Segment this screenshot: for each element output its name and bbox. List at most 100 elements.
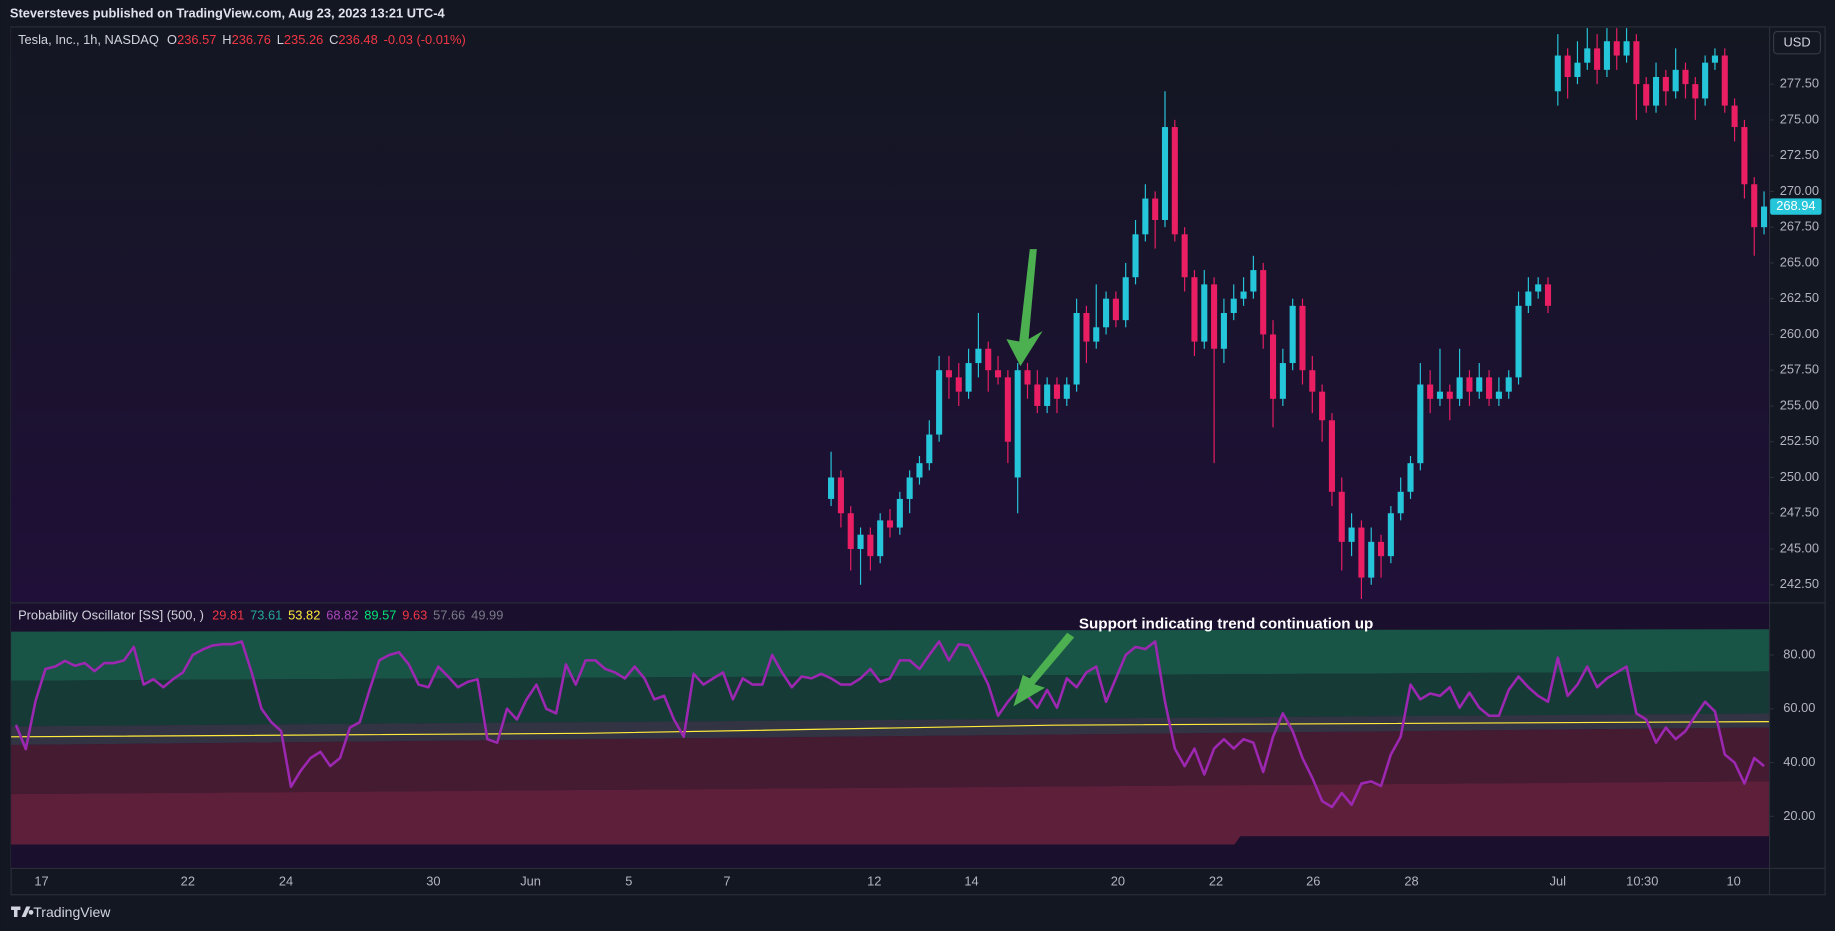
candle-body <box>955 377 962 392</box>
candle-body <box>1544 284 1552 306</box>
candle-body <box>1751 184 1758 228</box>
candle-body <box>1348 527 1355 542</box>
candle-body <box>847 513 854 549</box>
y-tick-label: 80.00 <box>1783 646 1815 661</box>
currency-label[interactable]: USD <box>1783 35 1810 50</box>
candle-body <box>1279 363 1286 399</box>
y-tick-label: 40.00 <box>1783 754 1815 769</box>
x-tick-label: 26 <box>1306 873 1320 888</box>
candle-body <box>1014 370 1021 478</box>
candle-body <box>1407 463 1414 492</box>
candle-body <box>1623 41 1630 56</box>
symbol: Tesla, Inc., 1h, NASDAQ <box>18 32 159 47</box>
candle-body <box>1397 491 1404 514</box>
candle-body <box>1112 298 1119 321</box>
y-tick-label: 250.00 <box>1780 469 1819 484</box>
indicator-value: 68.82 <box>326 608 358 623</box>
candle-body <box>1250 270 1257 292</box>
candle-body <box>1328 420 1335 492</box>
candle-body <box>1761 206 1768 228</box>
candle-body <box>1073 312 1080 385</box>
last-price-tag <box>1770 198 1822 215</box>
x-tick-label: 10:30 <box>1626 873 1658 888</box>
y-tick-label: 260.00 <box>1780 326 1819 341</box>
band-lower <box>11 727 1769 795</box>
ohlc-key: L <box>277 32 284 47</box>
indicator-value: 49.99 <box>471 608 503 623</box>
y-tick-label: 267.50 <box>1780 219 1819 234</box>
candle-body <box>1446 391 1453 399</box>
ohlc-value: 236.48 <box>338 32 377 47</box>
price-legend: Tesla, Inc., 1h, NASDAQ O236.57 H236.76 L23… <box>18 32 466 47</box>
candle-body <box>877 520 884 557</box>
candle-body <box>1063 384 1070 399</box>
candle-body <box>1554 55 1561 92</box>
ohlc-value: 235.26 <box>284 32 323 47</box>
x-tick-label: 14 <box>964 873 978 888</box>
candle-body <box>1220 312 1227 349</box>
candle-body <box>994 370 1002 378</box>
candle-body <box>1161 127 1169 221</box>
candle-body <box>1083 312 1090 342</box>
candle-body <box>1368 541 1375 578</box>
candle-body <box>1603 41 1610 70</box>
candle-body <box>837 477 844 514</box>
candle-body <box>1289 305 1296 364</box>
indicator-value: 53.82 <box>288 608 320 623</box>
candle-body <box>1004 377 1011 442</box>
x-tick-label: 20 <box>1111 873 1125 888</box>
y-tick-label: 277.50 <box>1780 76 1819 91</box>
candle-body <box>936 370 943 435</box>
candle-body <box>1692 84 1699 99</box>
y-tick-label: 20.00 <box>1783 808 1815 823</box>
candle-body <box>1643 84 1650 106</box>
candle-body <box>1201 284 1208 342</box>
y-tick-label: 262.50 <box>1780 290 1819 305</box>
x-tick-label: 24 <box>279 873 293 888</box>
candle-body <box>975 348 982 364</box>
candle-body <box>1456 377 1463 399</box>
candles <box>828 28 1768 600</box>
candle-body <box>1358 527 1365 578</box>
last-price-label: 268.94 <box>1776 198 1815 213</box>
byline: Steversteves published on TradingView.co… <box>10 5 446 20</box>
candle-body <box>1299 305 1306 371</box>
band-high <box>11 629 1769 681</box>
y-tick-label: 275.00 <box>1780 111 1819 126</box>
candle-body <box>1652 76 1660 106</box>
indicator-name: Probability Oscillator [SS] (500, ) <box>18 608 204 623</box>
ohlc-key: H <box>222 32 231 47</box>
candle-body <box>906 477 913 499</box>
currency-button[interactable] <box>1773 30 1822 55</box>
candle-body <box>1436 391 1444 399</box>
candle-body <box>1230 298 1237 313</box>
candle-body <box>1338 491 1345 542</box>
candle-body <box>1191 277 1198 342</box>
oscillator-arrow <box>1013 632 1075 707</box>
candle-body <box>1319 391 1326 421</box>
candle-body <box>965 363 972 392</box>
x-tick-label: Jun <box>520 873 541 888</box>
candle-body <box>867 534 874 557</box>
candle-body <box>1633 41 1640 85</box>
candle-body <box>1721 55 1728 106</box>
candle-body <box>1584 48 1591 63</box>
midline <box>11 721 1769 738</box>
candle-body <box>1181 234 1188 278</box>
x-tick-label: 5 <box>625 873 632 888</box>
candle-body <box>1053 384 1061 399</box>
candle-body <box>1034 384 1041 406</box>
candle-body <box>1260 270 1267 335</box>
candle-body <box>828 477 835 499</box>
brand-logo <box>11 906 34 917</box>
oscillator-bands <box>11 629 1769 845</box>
candle-body <box>1525 291 1532 306</box>
y-tick-label: 60.00 <box>1783 700 1815 715</box>
band-upper <box>11 671 1769 727</box>
oscillator <box>14 640 1765 809</box>
indicator-value: 73.61 <box>250 608 282 623</box>
y-tick-label: 247.50 <box>1780 505 1819 520</box>
candle-body <box>1122 277 1129 321</box>
y-tick-label: 252.50 <box>1780 433 1819 448</box>
